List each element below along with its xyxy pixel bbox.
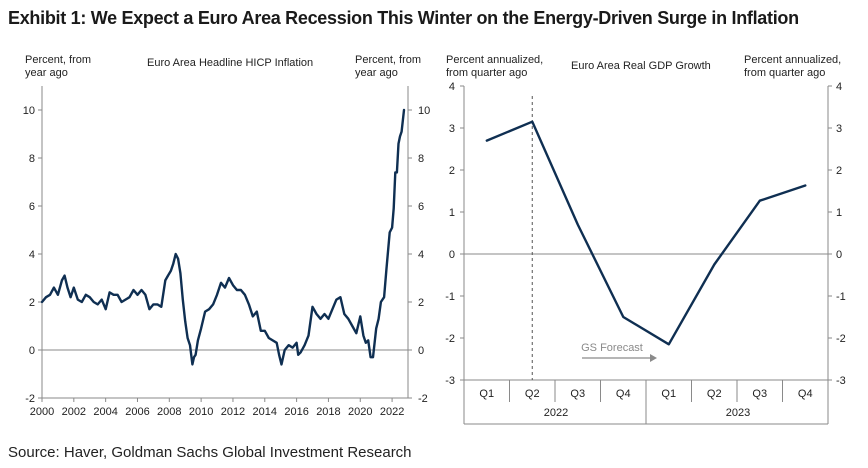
gdp-ytick-left-label: 1 bbox=[449, 207, 455, 219]
gdp-year-label-2023: 2023 bbox=[726, 407, 750, 419]
gdp-year-label-2022: 2022 bbox=[544, 407, 568, 419]
hicp-ytick-right-label: 6 bbox=[418, 201, 424, 213]
hicp-ytick-left-label: -2 bbox=[25, 393, 35, 405]
source-note: Source: Haver, Goldman Sachs Global Inve… bbox=[8, 444, 412, 461]
hicp-xtick-label: 2008 bbox=[157, 406, 181, 418]
hicp-ylabel-left-line2: year ago bbox=[25, 67, 68, 79]
gdp-ytick-right-label: 3 bbox=[836, 123, 842, 135]
hicp-xtick-label: 2016 bbox=[284, 406, 308, 418]
hicp-xtick-label: 2018 bbox=[316, 406, 340, 418]
gdp-ytick-right-label: -3 bbox=[836, 375, 846, 387]
hicp-inflation-chart: Percent, from year ago Euro Area Headlin… bbox=[23, 54, 431, 418]
hicp-inflation-line bbox=[40, 108, 406, 366]
gdp-ylabel-left-line2: from quarter ago bbox=[446, 67, 527, 79]
hicp-xtick-label: 2020 bbox=[348, 406, 372, 418]
hicp-xtick-label: 2000 bbox=[30, 406, 54, 418]
gdp-ytick-right-label: -1 bbox=[836, 291, 846, 303]
gdp-category-label: Q4 bbox=[616, 388, 631, 400]
gdp-ylabel-right-line1: Percent annualized, bbox=[744, 54, 841, 66]
gs-forecast-label: GS Forecast bbox=[581, 342, 643, 354]
gdp-ytick-left-label: 4 bbox=[449, 81, 455, 93]
hicp-xtick-label: 2014 bbox=[253, 406, 277, 418]
hicp-ytick-left-label: 8 bbox=[29, 153, 35, 165]
gdp-category-label: Q3 bbox=[570, 388, 585, 400]
hicp-ytick-right-label: 4 bbox=[418, 249, 424, 261]
hicp-ytick-left-label: 0 bbox=[29, 345, 35, 357]
hicp-ytick-right-label: -2 bbox=[418, 393, 428, 405]
gdp-ytick-left-label: 2 bbox=[449, 165, 455, 177]
hicp-xtick-label: 2006 bbox=[125, 406, 149, 418]
gdp-ylabel-right-line2: from quarter ago bbox=[744, 67, 825, 79]
hicp-xtick-label: 2012 bbox=[221, 406, 245, 418]
gdp-ytick-right-label: 0 bbox=[836, 249, 842, 261]
hicp-ylabel-left-line1: Percent, from bbox=[25, 54, 91, 66]
gdp-category-label: Q1 bbox=[479, 388, 494, 400]
hicp-ytick-right-label: 10 bbox=[418, 105, 430, 117]
hicp-xtick-label: 2002 bbox=[62, 406, 86, 418]
gdp-category-label: Q2 bbox=[707, 388, 722, 400]
hicp-ytick-right-label: 0 bbox=[418, 345, 424, 357]
gdp-ytick-left-label: -2 bbox=[445, 333, 455, 345]
hicp-xtick-label: 2022 bbox=[380, 406, 404, 418]
hicp-ytick-left-label: 10 bbox=[23, 105, 35, 117]
hicp-ytick-left-label: 2 bbox=[29, 297, 35, 309]
gdp-chart-title: Euro Area Real GDP Growth bbox=[571, 60, 711, 72]
exhibit-title: Exhibit 1: We Expect a Euro Area Recessi… bbox=[8, 8, 799, 28]
gdp-ytick-right-label: 4 bbox=[836, 81, 842, 93]
gdp-ytick-right-label: -2 bbox=[836, 333, 846, 345]
hicp-ytick-left-label: 4 bbox=[29, 249, 35, 261]
gs-forecast-arrowhead-icon bbox=[650, 354, 657, 362]
gdp-ytick-left-label: -3 bbox=[445, 375, 455, 387]
gdp-category-label: Q2 bbox=[525, 388, 540, 400]
hicp-ylabel-right-line2: year ago bbox=[355, 67, 398, 79]
gdp-growth-chart: Percent annualized, from quarter ago Eur… bbox=[445, 54, 846, 425]
gdp-ytick-left-label: 0 bbox=[449, 249, 455, 261]
hicp-xtick-label: 2004 bbox=[93, 406, 117, 418]
gdp-ytick-left-label: -1 bbox=[445, 291, 455, 303]
hicp-ytick-right-label: 8 bbox=[418, 153, 424, 165]
gdp-category-label: Q3 bbox=[752, 388, 767, 400]
gdp-ytick-left-label: 3 bbox=[449, 123, 455, 135]
gdp-ytick-right-label: 1 bbox=[836, 207, 842, 219]
gdp-category-label: Q4 bbox=[798, 388, 813, 400]
gdp-category-label: Q1 bbox=[661, 388, 676, 400]
hicp-ytick-left-label: 6 bbox=[29, 201, 35, 213]
hicp-xtick-label: 2010 bbox=[189, 406, 213, 418]
gdp-growth-line bbox=[485, 120, 807, 346]
hicp-chart-title: Euro Area Headline HICP Inflation bbox=[147, 57, 313, 69]
gdp-ytick-right-label: 2 bbox=[836, 165, 842, 177]
hicp-ylabel-right-line1: Percent, from bbox=[355, 54, 421, 66]
gdp-ylabel-left-line1: Percent annualized, bbox=[446, 54, 543, 66]
hicp-ytick-right-label: 2 bbox=[418, 297, 424, 309]
